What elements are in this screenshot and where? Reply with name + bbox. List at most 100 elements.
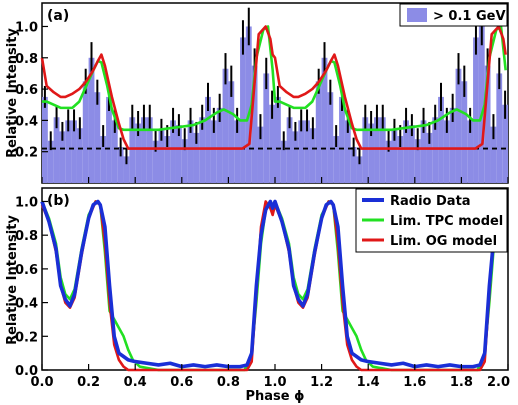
histogram-bar (181, 139, 188, 183)
histogram-bar (222, 68, 229, 183)
y-tick-label: 0.6 (15, 83, 38, 98)
histogram-bar (473, 37, 479, 184)
y-tick-label: 0.0 (15, 364, 38, 379)
histogram-bar (257, 126, 264, 183)
histogram-bar (269, 104, 275, 183)
histogram-bar (187, 120, 194, 183)
histogram-bar (356, 156, 363, 183)
x-axis-label: Phase ϕ (246, 389, 305, 404)
x-tick-label: 0.0 (30, 375, 53, 390)
histogram-bar (71, 120, 77, 183)
series-line-og (40, 25, 507, 150)
histogram-bar (234, 120, 241, 183)
histogram-bar (374, 117, 380, 183)
histogram-bar (362, 117, 369, 183)
histogram-bar (350, 147, 357, 183)
y-tick-label: 0.8 (15, 229, 38, 244)
y-tick-label: 0.4 (15, 297, 38, 312)
histogram-bar (484, 65, 491, 183)
y-tick-label: 0.4 (15, 114, 38, 129)
histogram-bar (327, 92, 334, 183)
histogram-bar (426, 132, 433, 183)
histogram-bar (164, 136, 171, 183)
x-tick-label: 0.4 (124, 375, 147, 390)
histogram-bar (339, 96, 345, 183)
legend-b: Radio Data Lim. TPC model Lim. OG model (355, 188, 508, 253)
histogram-bar (379, 117, 386, 183)
histogram-bar (321, 57, 328, 183)
histogram-bar (129, 117, 136, 183)
histogram-bar (333, 136, 340, 183)
histogram-bar (467, 120, 474, 183)
histogram-bar (496, 73, 503, 183)
y-tick-label: 0.2 (15, 146, 38, 161)
histogram-bar (309, 128, 316, 183)
legend-a: > 0.1 GeV (399, 3, 508, 27)
histogram-bar (438, 96, 444, 183)
y-tick-label: 1.0 (15, 20, 38, 35)
histogram-bar (117, 147, 124, 183)
histogram-bar (286, 117, 293, 183)
histogram-bar (216, 107, 223, 183)
histogram-bars (42, 26, 508, 184)
radio-and-model-curves (40, 199, 508, 372)
y-tick-label: 0.2 (15, 330, 38, 345)
histogram-bar (100, 136, 107, 183)
x-axis-ticks: 0.0 0.2 0.4 0.6 0.8 1.0 1.2 1.4 1.6 1.8 2.0 (30, 177, 510, 390)
histogram-bar (193, 132, 200, 183)
panel-b: 0.0 0.2 0.4 0.6 0.8 1.0 0.0 0.2 0.4 0.6 0.8 1.0 1.2… (5, 177, 510, 404)
x-tick-label: 1.8 (450, 375, 473, 390)
histogram-bar (385, 140, 392, 183)
histogram-bar (245, 26, 252, 184)
histogram-bar (368, 123, 375, 183)
y-tick-label: 0.8 (15, 52, 38, 67)
panel-label-a: (a) (47, 8, 69, 24)
histogram-bar (152, 140, 159, 183)
histogram-bar (240, 37, 246, 184)
histogram-bar (420, 120, 427, 183)
y-axis-label-b: Relative Intensity (5, 215, 20, 345)
histogram-bar (42, 96, 48, 183)
histogram-bar (53, 117, 60, 183)
histogram-bar (141, 117, 147, 183)
histogram-bar (414, 139, 421, 183)
histogram-bar (292, 131, 299, 183)
histogram-bar (88, 57, 95, 183)
histogram-bar (478, 26, 485, 184)
histogram-bar (199, 117, 206, 183)
x-tick-label: 1.2 (310, 375, 333, 390)
histogram-bar (455, 68, 462, 183)
histogram-bar (275, 96, 281, 183)
histogram-bar (502, 104, 508, 183)
legend-b-label-tpc: Lim. TPC model (390, 214, 503, 229)
histogram-bar (449, 107, 456, 183)
histogram-bar (490, 126, 497, 183)
histogram-bar (158, 129, 165, 183)
histogram-bar (76, 128, 83, 183)
x-tick-label: 1.6 (403, 375, 426, 390)
legend-b-label-og: Lim. OG model (390, 234, 497, 249)
histogram-bar (298, 120, 305, 183)
histogram-bar (170, 120, 176, 183)
histogram-bar (461, 81, 468, 183)
histogram-bar (408, 125, 415, 183)
histogram-bar (111, 120, 118, 183)
histogram-bar (210, 120, 217, 183)
histogram-bar (263, 73, 270, 183)
y-axis-ticks-b: 0.0 0.2 0.4 0.6 0.8 1.0 (15, 195, 48, 379)
series-line-radio (40, 199, 508, 369)
histogram-bar (251, 65, 258, 183)
panel-a: 0.2 0.4 0.6 0.8 1.0 (a) > 0.1 GeV Relative I… (5, 2, 509, 184)
x-tick-label: 2.0 (487, 375, 510, 390)
histogram-bar (397, 136, 404, 183)
histogram-bar (315, 81, 322, 183)
y-axis-ticks-a: 0.2 0.4 0.6 0.8 1.0 (15, 20, 48, 161)
y-tick-label: 0.6 (15, 263, 38, 278)
x-tick-label: 1.4 (357, 375, 380, 390)
histogram-bar (59, 131, 66, 183)
histogram-bar (175, 125, 182, 183)
x-tick-label: 0.2 (77, 375, 100, 390)
histogram-bar (228, 81, 235, 183)
legend-b-label-radio: Radio Data (390, 194, 471, 209)
